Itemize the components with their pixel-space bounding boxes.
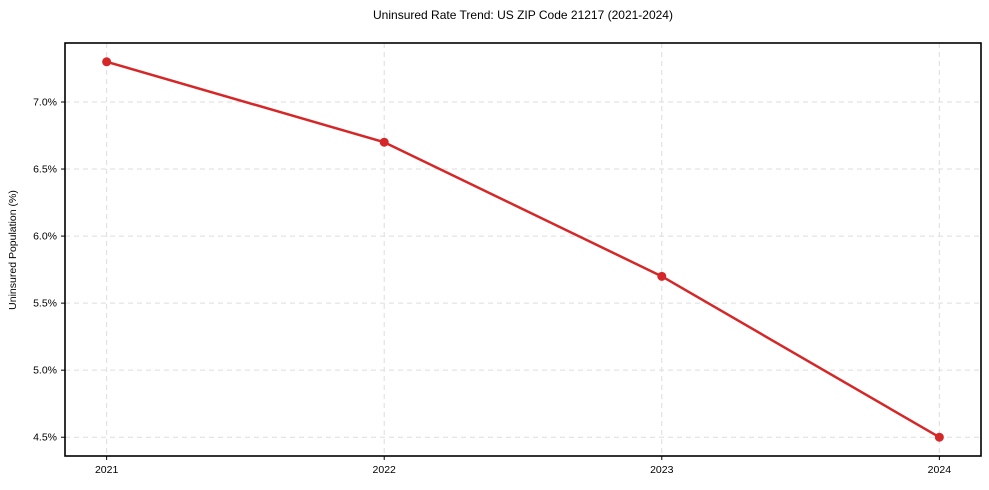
y-tick-label: 7.0%: [33, 97, 57, 109]
data-point-marker: [379, 137, 389, 147]
data-point-marker: [934, 432, 944, 442]
x-tick-label: 2022: [373, 464, 397, 476]
y-tick-label: 6.5%: [33, 164, 57, 176]
data-point-marker: [102, 57, 112, 67]
y-tick-label: 4.5%: [33, 432, 57, 444]
data-point-marker: [657, 271, 667, 281]
trend-line: [105, 60, 941, 439]
y-tick-label: 5.5%: [33, 298, 57, 310]
x-tick-label: 2021: [95, 464, 119, 476]
x-tick-label: 2024: [928, 464, 952, 476]
plot-border: [64, 42, 982, 457]
x-tick-label: 2023: [650, 464, 674, 476]
y-tick-label: 6.0%: [33, 231, 57, 243]
y-tick-label: 5.0%: [33, 365, 57, 377]
chart-title: Uninsured Rate Trend: US ZIP Code 21217 …: [373, 8, 673, 22]
